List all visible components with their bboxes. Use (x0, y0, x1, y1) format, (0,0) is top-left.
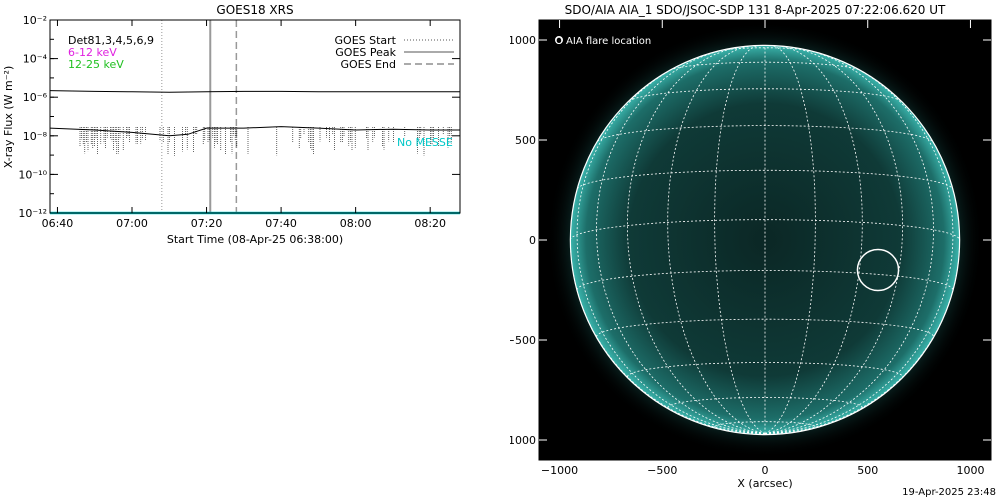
x-axis-label: X (arcsec) (737, 477, 792, 490)
legend-entry: Det81,3,4,5,6,9 (68, 34, 154, 47)
footer-timestamp: 19-Apr-2025 23:48 (902, 487, 996, 498)
flare-location-circle (856, 248, 900, 292)
legend-entry: 6-12 keV (68, 46, 117, 59)
y-tick-label: 10⁻⁴ (23, 53, 48, 66)
x-tick-label: 07:40 (265, 217, 297, 230)
y-tick-label: −500 (510, 334, 536, 347)
y-tick-label: 10⁻¹⁰ (18, 168, 47, 181)
y-tick-label: 500 (515, 134, 536, 147)
y-tick-label: 10⁻¹² (18, 207, 47, 220)
x-tick-label: 0 (762, 464, 769, 477)
x-tick-label: −1000 (541, 464, 578, 477)
legend-entry: 12-25 keV (68, 58, 124, 71)
image-title: SDO/AIA AIA_1 SDO/JSOC-SDP 131 8-Apr-202… (565, 3, 946, 17)
x-tick-label: 06:40 (42, 217, 74, 230)
heliographic-grid (570, 45, 960, 434)
legend-entry: GOES End (340, 58, 396, 71)
flare-legend-marker (555, 36, 563, 44)
series-dropouts (79, 126, 452, 156)
y-tick-label: −1000 (510, 434, 536, 447)
legend-entry: GOES Peak (335, 46, 396, 59)
aia-solar-image: SDO/AIA AIA_1 SDO/JSOC-SDP 131 8-Apr-202… (510, 3, 992, 490)
chart-title: GOES18 XRS (216, 3, 293, 17)
y-tick-label: 10⁻⁶ (23, 91, 48, 104)
y-tick-label: 10⁻² (23, 14, 47, 27)
y-tick-label: 10⁻⁸ (23, 130, 48, 143)
y-tick-label: 1000 (510, 34, 536, 47)
x-tick-label: 08:20 (414, 217, 446, 230)
x-tick-label: 07:20 (191, 217, 223, 230)
x-tick-label: 1000 (956, 464, 984, 477)
x-axis-label: Start Time (08-Apr-25 06:38:00) (167, 233, 343, 246)
edge-label: No MESSE (397, 136, 453, 149)
series-line-0 (49, 90, 460, 93)
series-line-1 (49, 126, 460, 137)
x-tick-label: 08:00 (340, 217, 372, 230)
flare-legend: O AIA flare location (555, 36, 651, 47)
x-tick-label: 07:00 (116, 217, 148, 230)
solar-limb (569, 44, 961, 436)
y-axis-label: X-ray Flux (W m⁻²) (2, 66, 15, 168)
y-tick-label: 0 (529, 234, 536, 247)
goes-xrs-chart: GOES18 XRS 06:40 07:00 07:20 07:40 08:00 08:2… (2, 3, 461, 246)
x-tick-label: −500 (647, 464, 677, 477)
x-tick-label: 500 (857, 464, 878, 477)
legend-entry: GOES Start (335, 34, 397, 47)
